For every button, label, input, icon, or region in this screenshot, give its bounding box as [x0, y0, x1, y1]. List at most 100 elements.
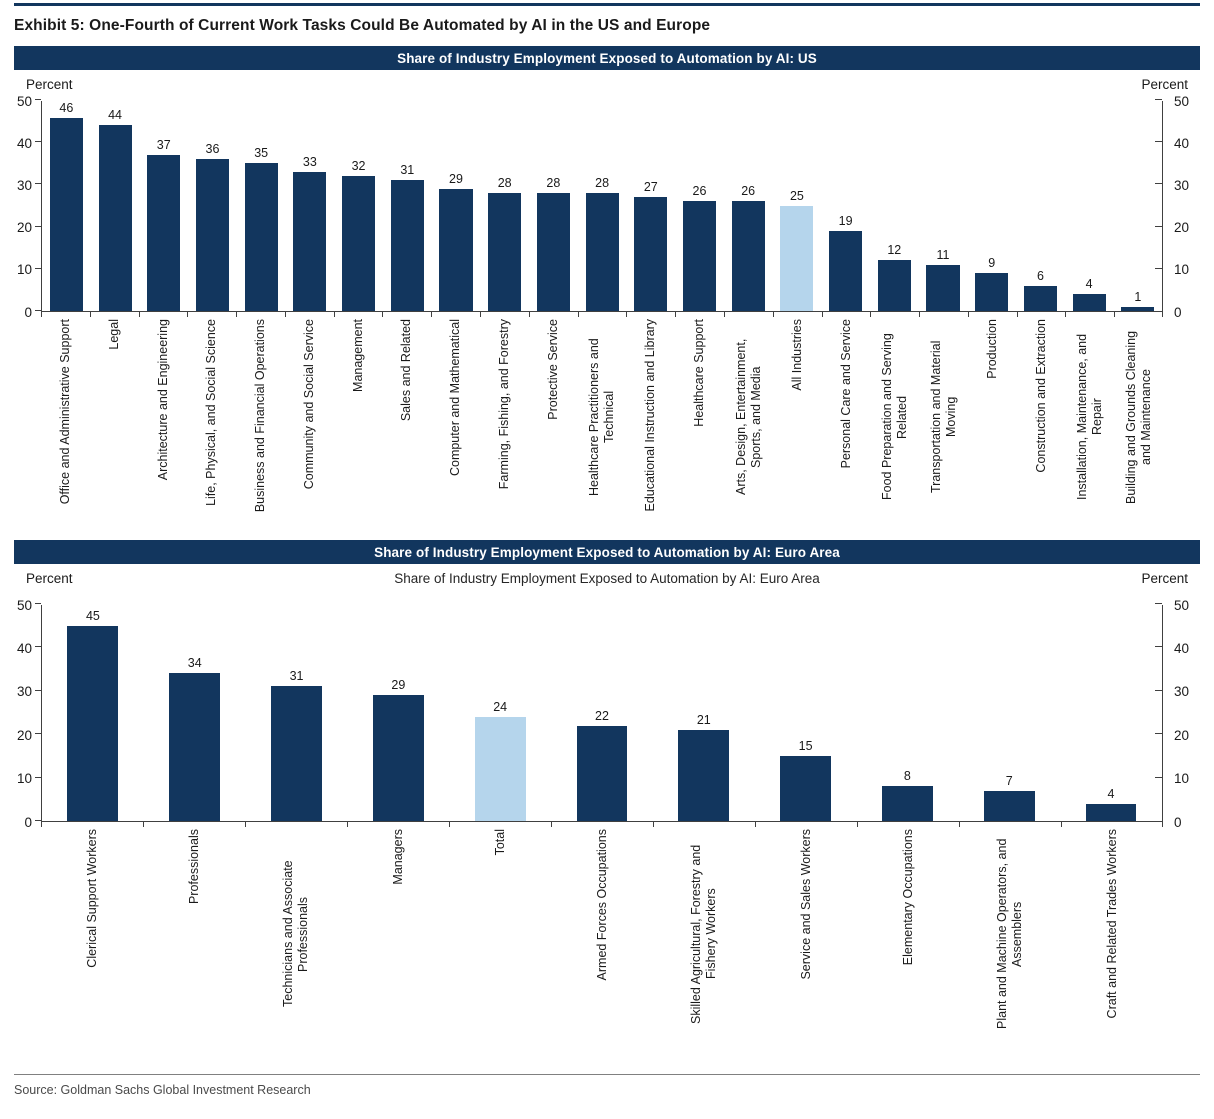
category-tick-mark [41, 312, 42, 317]
category-cell: Healthcare Practitioners and Technical [578, 319, 627, 530]
y-tick-label: 0 [24, 304, 32, 320]
bar [169, 673, 221, 821]
bar [1085, 803, 1137, 821]
bar [877, 260, 911, 311]
bar-group: 34 [144, 605, 246, 821]
y-axis-right: 0 10 20 30 40 50 [1163, 94, 1200, 318]
top-divider-rule [14, 3, 1200, 6]
category-label: Management [350, 319, 365, 392]
bar-value-label: 7 [1005, 773, 1013, 788]
category-cell: Professionals [143, 829, 245, 1050]
category-tick-mark [347, 822, 348, 827]
chart-euro-ylabel-left: Percent [26, 571, 73, 586]
category-label: Personal Care and Service [838, 319, 853, 469]
bar-value-label: 1 [1134, 289, 1142, 304]
category-label: Managers [390, 829, 405, 885]
y-tick-label: 0 [1174, 304, 1182, 320]
bar-group: 19 [821, 101, 870, 311]
x-spacer-right [1163, 312, 1200, 530]
y-tick-label: 30 [16, 177, 32, 193]
bar [271, 686, 322, 821]
y-tick-mark [35, 603, 41, 604]
y-tick-label: 20 [16, 219, 32, 235]
bar-value-label: 33 [302, 154, 317, 169]
bar-group: 29 [432, 101, 481, 311]
category-cell: Food Preparation and Serving Related [870, 319, 919, 530]
y-tick-label: 40 [1174, 640, 1190, 656]
category-tick-mark [236, 312, 238, 317]
category-tick-mark [626, 312, 628, 317]
bar-group: 9 [967, 101, 1016, 311]
y-tick-label: 30 [1174, 684, 1190, 700]
category-tick-mark [1114, 312, 1116, 317]
category-tick-mark [755, 822, 756, 827]
category-label: Service and Sales Workers [798, 829, 813, 980]
y-tick-label: 10 [16, 770, 32, 786]
bar [731, 201, 765, 311]
bar [1072, 294, 1106, 311]
y-tick-mark [1155, 776, 1162, 778]
chart-us: Share of Industry Employment Exposed to … [14, 46, 1200, 530]
category-label: Production [984, 319, 999, 379]
bar-group: 27 [626, 101, 675, 311]
category-tick-mark [675, 312, 677, 317]
bar-value-label: 46 [59, 101, 74, 115]
category-tick-mark [449, 822, 450, 827]
y-tick-label: 10 [1174, 262, 1190, 278]
bar-value-label: 26 [692, 184, 707, 199]
category-tick-mark [967, 312, 969, 317]
bar [536, 192, 570, 311]
bar-group: 26 [675, 101, 724, 311]
x-axis-labels: Office and Administrative Support Legal Ar… [41, 312, 1163, 530]
category-cell: Arts, Design, Entertainment, Sports, and… [724, 319, 773, 530]
category-cell: Technicians and Associate Professionals [245, 829, 347, 1050]
bar-value-label: 31 [400, 163, 415, 178]
category-label: Healthcare Practitioners and Technical [587, 338, 616, 496]
y-tick-label: 10 [16, 262, 32, 278]
bar-group: 11 [919, 101, 968, 311]
category-tick-mark [431, 312, 433, 317]
bar-group: 29 [347, 605, 449, 821]
y-tick-label: 40 [1174, 135, 1190, 151]
chart-us-plot: 0 10 20 30 40 50 46 44 37 36 35 33 32 31 29 28 28 28 27 26 2… [14, 94, 1200, 530]
bar-group: 31 [246, 605, 348, 821]
bar-group: 26 [724, 101, 773, 311]
page: Exhibit 5: One-Fourth of Current Work Ta… [0, 3, 1214, 1119]
category-tick-mark [919, 312, 921, 317]
bars-row: 45 34 31 29 24 22 21 15 8 7 4 [42, 605, 1162, 821]
category-cells: Office and Administrative Support Legal Ar… [41, 312, 1163, 530]
category-label: Craft and Related Trades Workers [1104, 829, 1119, 1019]
bars-row: 46 44 37 36 35 33 32 31 29 28 28 28 27 26 26 25 19 12 11 9 6… [42, 101, 1162, 311]
exhibit-title: Exhibit 5: One-Fourth of Current Work Ta… [14, 17, 711, 34]
category-label: Elementary Occupations [900, 829, 915, 966]
category-tick-mark [577, 312, 579, 317]
bar-value-label: 31 [289, 669, 304, 684]
category-tick-mark [1061, 822, 1062, 827]
chart-grid: 0 10 20 30 40 50 45 34 31 29 24 22 21 15 8 7 4 0 10 20 30 40 5… [14, 598, 1200, 1050]
bar-group: 24 [449, 605, 551, 821]
category-cell: All Industries [773, 319, 822, 530]
y-tick-label: 20 [16, 727, 32, 743]
bar-group: 12 [870, 101, 919, 311]
bar-value-label: 45 [85, 608, 100, 623]
y-tick-label: 30 [16, 684, 32, 700]
bar [678, 729, 730, 821]
category-label: Building and Grounds Cleaning and Mainte… [1123, 330, 1153, 504]
y-tick-label: 40 [16, 135, 32, 151]
y-tick-label: 0 [1174, 814, 1182, 830]
category-tick-mark [187, 312, 189, 317]
bar [1023, 285, 1057, 311]
category-cell: Legal [90, 319, 139, 530]
category-tick-mark [333, 312, 335, 317]
category-tick-mark [1162, 312, 1163, 317]
category-cell: Skilled Agricultural, Forestry and Fishe… [653, 829, 755, 1050]
category-label: Food Preparation and Serving Related [879, 333, 909, 501]
bar-value-label: 29 [391, 678, 406, 693]
bar-value-label: 29 [449, 171, 463, 186]
category-tick-mark [1065, 312, 1067, 317]
category-label: Architecture and Engineering [155, 319, 170, 481]
bar-value-label: 28 [546, 175, 561, 190]
y-tick-mark [1155, 141, 1162, 143]
category-label: Arts, Design, Entertainment, Sports, and… [733, 338, 763, 496]
category-tick-mark [1016, 312, 1018, 317]
